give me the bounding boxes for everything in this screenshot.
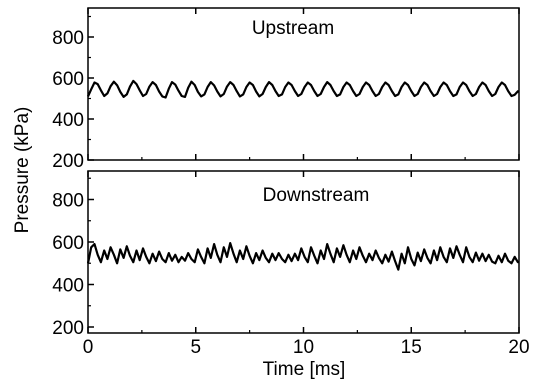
downstream-pressure-line	[86, 242, 520, 271]
upstream-y-tick-label: 600	[52, 69, 84, 90]
upstream-y-axis: 200 400 600 800	[52, 15, 94, 172]
downstream-y-tick-label: 400	[52, 276, 84, 297]
upstream-series	[86, 79, 520, 99]
downstream-x-tick-label: 20	[508, 337, 529, 358]
downstream-y-tick-label: 600	[52, 233, 84, 254]
downstream-x-tick-label: 10	[293, 337, 314, 358]
x-axis-title: Time [ms]	[263, 359, 346, 379]
downstream-y-axis: 200 400 600 800	[52, 177, 94, 339]
downstream-y-tick-label: 800	[52, 191, 84, 212]
downstream-x-tick-label: 0	[83, 337, 94, 358]
upstream-y-tick-label: 200	[52, 151, 84, 172]
downstream-x-tick-label: 5	[190, 337, 201, 358]
upstream-panel: Upstream 200 400 600 800	[52, 7, 520, 172]
downstream-x-axis: 0 5 10 15 20	[83, 171, 530, 358]
downstream-series	[86, 242, 520, 271]
upstream-y-tick-label: 400	[52, 110, 84, 131]
y-axis-title: Pressure (kPa)	[12, 107, 33, 234]
downstream-y-tick-label: 200	[52, 318, 84, 339]
upstream-y-tick-label: 800	[52, 28, 84, 49]
upstream-panel-title: Upstream	[252, 18, 334, 39]
downstream-panel: Downstream 200 400 600 800 0 5 10 15 20	[52, 170, 530, 358]
downstream-x-tick-label: 15	[401, 337, 422, 358]
upstream-x-axis	[87, 8, 520, 160]
downstream-panel-title: Downstream	[263, 185, 370, 206]
upstream-pressure-line	[86, 79, 520, 99]
